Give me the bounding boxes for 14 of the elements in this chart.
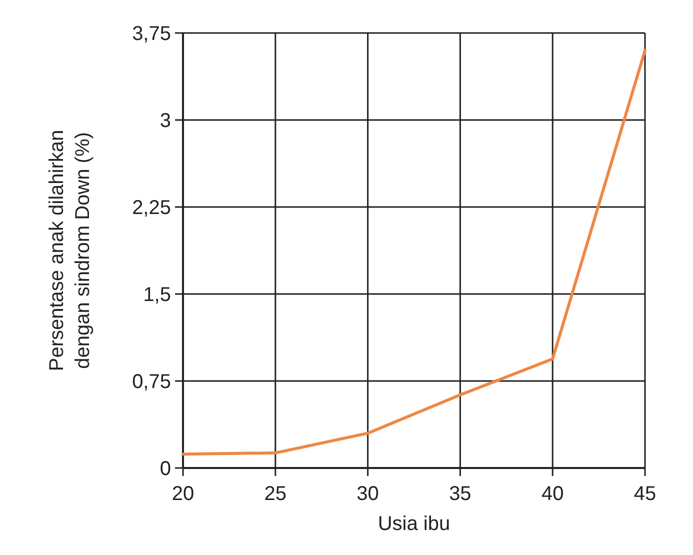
y-tick-label: 3,75 — [132, 23, 171, 45]
x-tick-label: 20 — [172, 483, 194, 505]
x-tick-label: 25 — [264, 483, 287, 505]
x-axis-title: Usia ibu — [378, 513, 450, 535]
y-tick-label: 2,25 — [132, 197, 171, 219]
y-tick-label: 1,5 — [143, 284, 171, 306]
y-tick-label: 3 — [160, 110, 171, 132]
x-tick-label: 35 — [449, 483, 472, 505]
y-tick-label: 0,75 — [132, 371, 171, 393]
x-tick-label: 30 — [356, 483, 379, 505]
y-axis-title: Persentase anak dilahirkan dengan sindrom Down (%) — [46, 130, 94, 372]
x-tick-label: 40 — [541, 483, 564, 505]
y-tick-label: 0 — [160, 458, 171, 480]
x-tick-label: 45 — [634, 483, 656, 505]
